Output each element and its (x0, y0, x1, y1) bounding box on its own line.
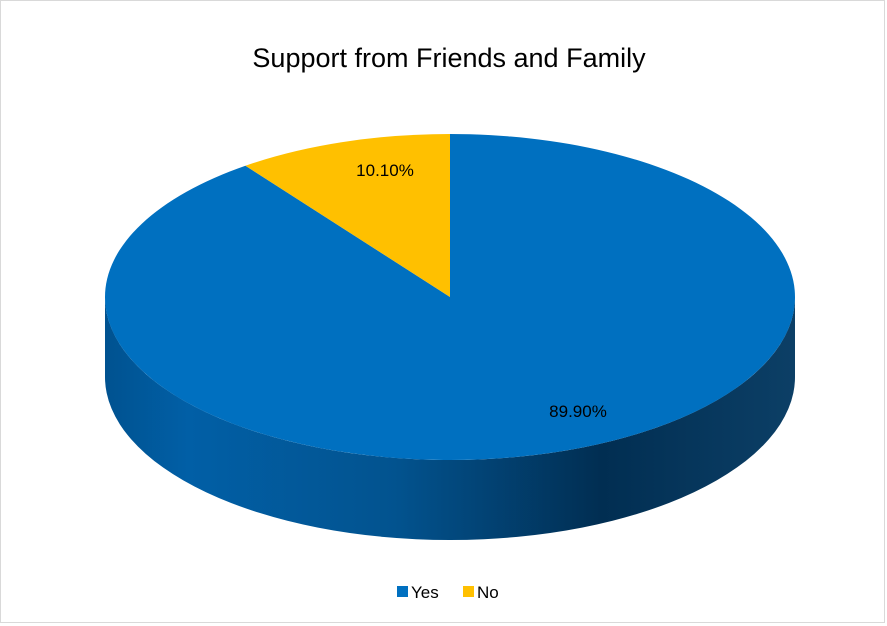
legend: Yes No (397, 583, 499, 602)
data-labels: 89.90% 10.10% (356, 161, 607, 421)
chart-title: Support from Friends and Family (252, 43, 646, 73)
legend-label-yes: Yes (411, 583, 439, 602)
pie-slice-no (245, 134, 450, 297)
pie-side-wall (105, 297, 795, 540)
legend-swatch-yes (397, 586, 408, 597)
legend-label-no: No (477, 583, 499, 602)
data-label-no: 10.10% (356, 161, 414, 180)
data-label-yes: 89.90% (549, 402, 607, 421)
pie-body (104, 134, 795, 540)
legend-swatch-no (463, 586, 474, 597)
